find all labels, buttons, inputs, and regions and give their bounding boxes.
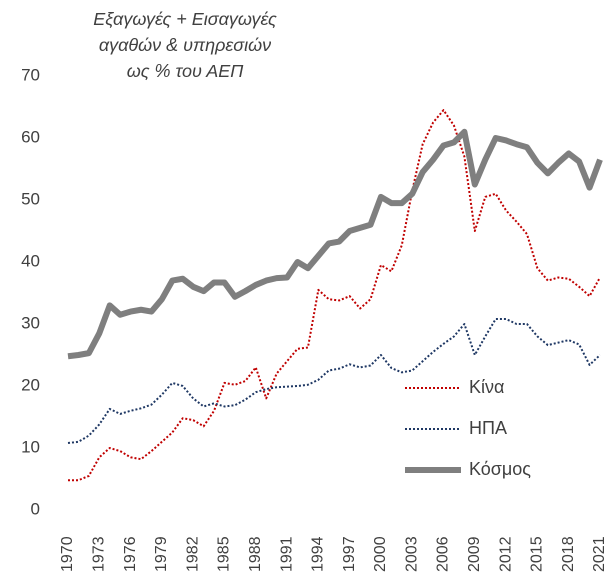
x-tick-label: 2006 [435, 536, 452, 572]
series-line [68, 109, 601, 482]
y-tick-label: 10 [21, 437, 40, 456]
x-tick-label: 1976 [122, 536, 139, 572]
x-tick-label: 1988 [247, 536, 264, 572]
chart-title: ως % του ΑΕΠ [127, 61, 245, 81]
x-tick-label: 1973 [91, 536, 108, 572]
y-tick-label: 60 [21, 127, 40, 146]
legend-label: Κόσμος [469, 459, 531, 479]
series-line [67, 128, 603, 360]
x-tick-label: 2012 [497, 536, 514, 572]
series-line [67, 318, 601, 445]
x-tick-label: 2018 [560, 536, 577, 572]
x-tick-label: 1994 [310, 536, 327, 572]
x-tick-label: 2000 [372, 536, 389, 572]
x-tick-label: 1985 [216, 536, 233, 572]
x-tick-label: 1970 [59, 536, 76, 572]
y-tick-label: 0 [31, 499, 40, 518]
x-tick-label: 2021 [591, 536, 608, 572]
x-tick-label: 2003 [403, 536, 420, 572]
y-tick-label: 20 [21, 375, 40, 394]
x-tick-label: 2009 [466, 536, 483, 572]
legend-label: ΗΠΑ [469, 418, 507, 438]
y-tick-label: 40 [21, 251, 40, 270]
x-tick-label: 2015 [529, 536, 546, 572]
x-tick-label: 1991 [278, 536, 295, 572]
chart-title: αγαθών & υπηρεσιών [99, 35, 271, 55]
y-tick-label: 50 [21, 189, 40, 208]
x-tick-label: 1979 [153, 536, 170, 572]
y-tick-label: 30 [21, 313, 40, 332]
x-tick-label: 1982 [184, 536, 201, 572]
chart-title: Εξαγωγές + Εισαγωγές [93, 9, 277, 29]
legend-label: Κίνα [469, 377, 504, 397]
y-tick-label: 70 [21, 65, 40, 84]
x-tick-label: 1997 [341, 536, 358, 572]
